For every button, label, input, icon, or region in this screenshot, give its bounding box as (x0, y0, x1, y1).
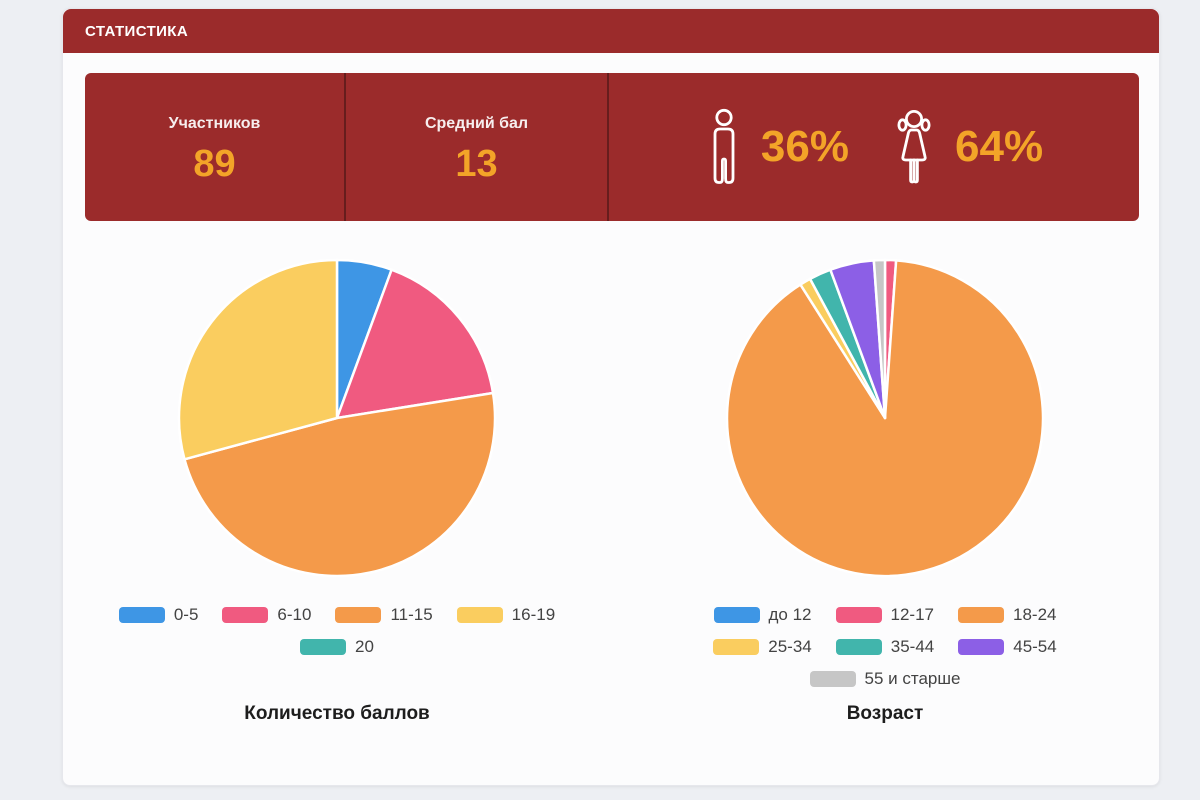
participants-label: Участников (168, 114, 261, 132)
legend-label: 12-17 (890, 605, 934, 624)
age-pie-chart (725, 258, 1045, 578)
legend-swatch (809, 671, 856, 687)
charts-row: 0-5 6-10 11-15 16-19 20 Количество баллов до… (63, 221, 1159, 741)
legend-item-25-34[interactable]: 25-34 (713, 637, 812, 657)
stat-gender-split: 36% 64% (609, 73, 1139, 221)
legend-item-45-54[interactable]: 45-54 (958, 637, 1057, 657)
legend-swatch (118, 607, 165, 623)
statistics-header: СТАТИСТИКА (63, 9, 1159, 53)
legend-label: 20 (355, 637, 374, 656)
legend-label: 35-44 (890, 637, 935, 656)
legend-label: 16-19 (511, 605, 556, 624)
legend-item-6-10[interactable]: 6-10 (222, 605, 311, 625)
pie-slice-55 и старше[interactable] (872, 258, 887, 420)
pie-slice-16-19[interactable] (177, 258, 339, 461)
average-score-label: Средний бал (424, 114, 529, 132)
legend-swatch (835, 639, 882, 655)
page-title: СТАТИСТИКА (85, 22, 189, 40)
participants-value: 89 (193, 142, 236, 185)
age-chart-title: Возраст (846, 703, 924, 724)
legend-label: 0-5 (173, 605, 199, 624)
legend-label: 25-34 (768, 637, 812, 656)
legend-item-35-44[interactable]: 35-44 (835, 637, 935, 657)
male-icon (713, 108, 735, 184)
female-percent: 64% (955, 122, 1044, 171)
scores-chart-title: Количество баллов (244, 703, 430, 724)
legend-item-12-17[interactable]: 12-17 (835, 605, 934, 625)
legend-swatch (835, 607, 882, 623)
stats-panel: Участников 89 Средний бал 13 36% 64% (85, 73, 1139, 221)
legend-label: 6-10 (277, 605, 312, 624)
legend-label: 18-24 (1013, 605, 1057, 624)
legend-label: 11-15 (390, 605, 433, 624)
legend-swatch (958, 607, 1004, 623)
legend-label: 55 и старше (864, 669, 961, 688)
legend-label: до 12 (768, 605, 812, 624)
legend-item-0-5[interactable]: 0-5 (118, 605, 199, 625)
age-legend: до 12 12-17 18-24 25-34 35-44 45-54 55 и старш… (675, 599, 1095, 695)
age-chart-block: до 12 12-17 18-24 25-34 35-44 45-54 55 и старш… (611, 221, 1159, 741)
stat-participants: Участников 89 (85, 73, 346, 221)
statistics-card: СТАТИСТИКА Участников 89 Средний бал 13 … (62, 8, 1160, 786)
legend-item-55 и старше[interactable]: 55 и старше (809, 669, 961, 689)
legend-label: 45-54 (1013, 637, 1057, 656)
legend-swatch (713, 639, 760, 655)
legend-item-11-15[interactable]: 11-15 (335, 605, 433, 625)
male-percent: 36% (760, 122, 849, 171)
average-score-value: 13 (455, 142, 498, 185)
stat-average-score: Средний бал 13 (346, 73, 609, 221)
legend-item-16-19[interactable]: 16-19 (456, 605, 556, 625)
legend-swatch (456, 607, 503, 623)
legend-item-20[interactable]: 20 (300, 637, 374, 657)
scores-pie-chart (177, 258, 497, 578)
legend-swatch (222, 607, 269, 623)
legend-item-18-24[interactable]: 18-24 (958, 605, 1056, 625)
scores-chart-block: 0-5 6-10 11-15 16-19 20 Количество баллов (63, 221, 611, 741)
legend-swatch (300, 639, 347, 655)
legend-swatch (958, 639, 1005, 655)
pie-slice-6-10[interactable] (335, 268, 495, 420)
scores-legend: 0-5 6-10 11-15 16-19 20 (87, 599, 587, 663)
legend-swatch (335, 607, 382, 623)
legend-swatch (713, 607, 760, 623)
female-icon (897, 110, 931, 184)
legend-item-до 12[interactable]: до 12 (713, 605, 812, 625)
